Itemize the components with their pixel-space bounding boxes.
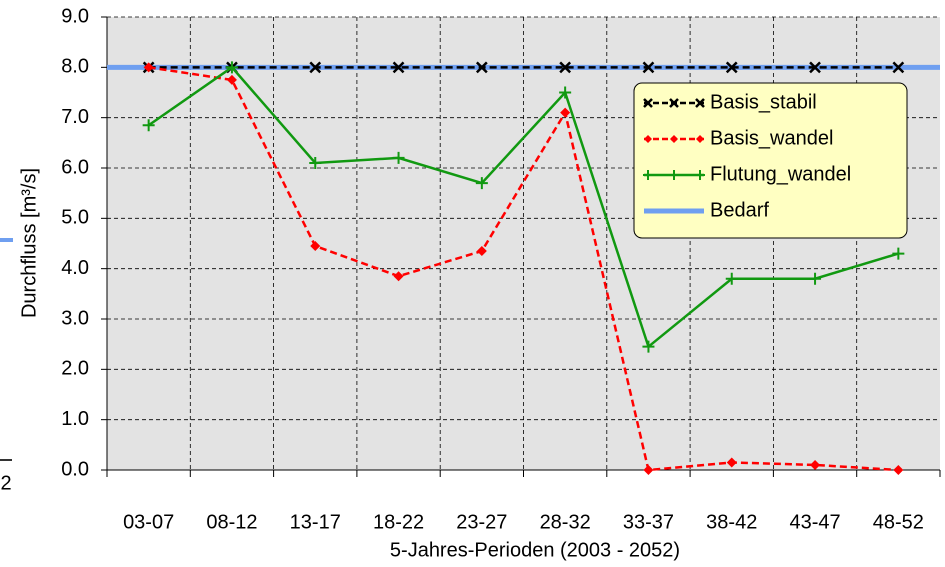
marker-diamond [643, 465, 654, 475]
marker-diamond [670, 135, 678, 143]
x-axis-label: 5-Jahres-Perioden (2003 - 2052) [390, 539, 680, 561]
fragment-label: 2 [0, 472, 11, 494]
marker-plus [309, 156, 322, 169]
y-tick-label: 2.0 [61, 358, 89, 380]
legend-box [633, 82, 908, 239]
marker-plus [725, 272, 738, 285]
marker-plus [225, 61, 238, 74]
marker-plus [695, 170, 705, 180]
marker-x [392, 61, 405, 74]
marker-diamond [310, 241, 321, 252]
marker-x [809, 61, 821, 74]
marker-plus [559, 86, 572, 99]
y-tick-label: 4.0 [61, 257, 89, 279]
y-tick-label: 3.0 [61, 307, 89, 329]
x-tick-label: 03-07 [123, 511, 174, 533]
marker-diamond [476, 246, 487, 257]
marker-x [725, 61, 738, 74]
x-tick-label: 43-47 [789, 511, 840, 533]
series-line [148, 66, 899, 472]
y-tick-label: 9.0 [61, 5, 89, 27]
y-tick-label: 6.0 [61, 156, 89, 178]
legend-label: Basis_stabil [710, 91, 817, 113]
x-tick-label: 28-32 [540, 511, 591, 533]
y-tick-label: 8.0 [61, 56, 89, 78]
marker-plus [392, 151, 405, 164]
legend-label: Flutung_wandel [710, 163, 851, 185]
marker-x [695, 98, 705, 108]
marker-plus [642, 340, 655, 353]
marker-plus [643, 170, 653, 180]
marker-x [669, 98, 679, 108]
marker-x [892, 61, 905, 74]
marker-diamond [810, 459, 821, 470]
marker-x [642, 61, 655, 74]
x-tick-label: 48-52 [873, 511, 924, 533]
marker-x [309, 61, 322, 74]
series-line [147, 65, 899, 349]
x-tick-label: 13-17 [290, 511, 341, 533]
y-tick-label: 7.0 [61, 106, 89, 128]
marker-diamond [560, 107, 571, 118]
x-tick-label: 33-37 [623, 511, 674, 533]
legend-label: Bedarf [710, 199, 769, 221]
marker-diamond [226, 74, 237, 85]
marker-x [475, 61, 488, 74]
marker-diamond [143, 62, 154, 73]
marker-x [643, 98, 653, 108]
x-tick-label: 08-12 [206, 511, 257, 533]
marker-x [559, 61, 572, 74]
legend-label: Basis_wandel [710, 127, 833, 149]
y-axis-label: Durchfluss [m³/s] [18, 168, 40, 318]
y-tick-label: 0.0 [61, 458, 89, 480]
x-tick-label: 38-42 [706, 511, 757, 533]
marker-diamond [893, 465, 904, 475]
marker-plus [142, 119, 155, 132]
marker-diamond [726, 457, 737, 468]
x-tick-label: 18-22 [373, 511, 424, 533]
marker-diamond [644, 135, 652, 143]
marker-plus [475, 177, 488, 190]
marker-plus [669, 170, 679, 180]
marker-diamond [696, 135, 704, 143]
y-tick-label: 5.0 [61, 207, 89, 229]
y-tick-label: 1.0 [61, 408, 89, 430]
x-tick-label: 23-27 [456, 511, 507, 533]
marker-plus [892, 247, 905, 260]
marker-diamond [393, 271, 404, 282]
legend: Basis_stabil Basis_wandel Flutung_wandel Be… [633, 82, 908, 239]
marker-plus [809, 272, 822, 285]
